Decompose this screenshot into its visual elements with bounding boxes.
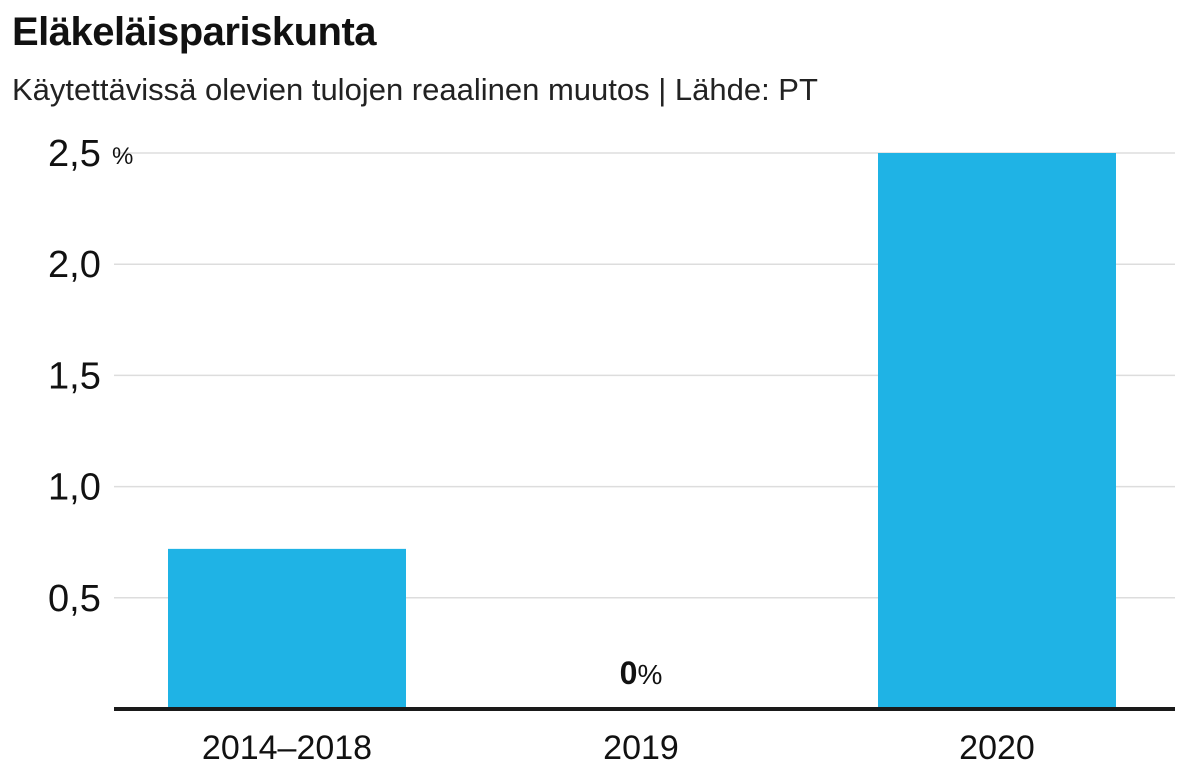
x-axis-labels: 2014–2018 2019 2020 [202,729,1035,767]
x-tick-label: 2020 [959,729,1035,767]
y-unit-label: % [112,143,133,170]
y-axis-ticks: 2,5 % 2,0 1,5 1,0 0,5 [48,133,133,620]
y-tick-label: 2,5 [48,133,101,175]
bar [168,548,406,709]
data-label: 0% [620,655,663,691]
x-tick-label: 2014–2018 [202,729,372,767]
bar [878,153,1116,709]
chart-subtitle: Käytettävissä olevien tulojen reaalinen … [12,72,818,107]
y-tick-label: 1,0 [48,467,101,509]
chart-title: Eläkeläispariskunta [12,10,377,54]
bars [168,153,1116,709]
data-labels: 0% [620,655,663,691]
y-tick-label: 0,5 [48,578,101,620]
y-tick-label: 2,0 [48,244,101,286]
x-tick-label: 2019 [603,729,679,767]
y-tick-label: 1,5 [48,355,101,397]
